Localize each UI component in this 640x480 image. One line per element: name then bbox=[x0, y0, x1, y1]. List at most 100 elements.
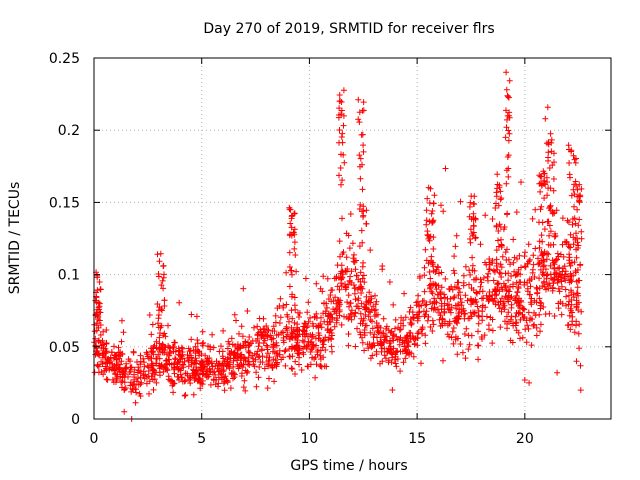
data-point bbox=[566, 254, 573, 261]
data-point bbox=[421, 264, 428, 271]
data-point bbox=[566, 160, 573, 166]
data-point bbox=[503, 288, 510, 294]
x-tick-label: 10 bbox=[301, 431, 319, 447]
data-point bbox=[351, 251, 357, 258]
data-point bbox=[505, 173, 512, 180]
data-point bbox=[181, 392, 188, 399]
data-point bbox=[544, 250, 550, 257]
data-point bbox=[288, 329, 295, 336]
data-point bbox=[385, 359, 392, 366]
data-point bbox=[520, 305, 527, 312]
data-point bbox=[146, 390, 152, 397]
x-tick-label: 5 bbox=[197, 431, 206, 447]
data-point bbox=[122, 365, 129, 372]
data-point bbox=[363, 293, 370, 300]
data-point bbox=[144, 351, 151, 357]
data-point bbox=[578, 308, 585, 315]
data-point bbox=[427, 324, 434, 330]
data-point bbox=[238, 361, 245, 368]
data-point bbox=[355, 276, 362, 283]
data-point bbox=[137, 381, 144, 388]
data-point bbox=[345, 232, 352, 239]
data-point bbox=[337, 297, 344, 304]
data-point bbox=[346, 278, 353, 285]
data-point bbox=[208, 360, 215, 367]
data-point bbox=[502, 134, 509, 141]
data-point bbox=[112, 370, 119, 377]
data-point bbox=[278, 356, 285, 363]
data-point bbox=[308, 346, 315, 353]
data-point bbox=[326, 318, 333, 325]
data-point bbox=[521, 263, 528, 270]
data-point bbox=[438, 284, 445, 291]
data-point bbox=[143, 380, 150, 387]
data-point bbox=[572, 178, 579, 185]
data-point bbox=[429, 208, 436, 214]
data-point bbox=[111, 367, 117, 374]
data-point bbox=[334, 262, 341, 269]
data-point bbox=[558, 311, 565, 318]
data-point bbox=[312, 354, 319, 361]
data-point bbox=[371, 313, 378, 320]
data-point bbox=[199, 377, 206, 384]
data-point bbox=[371, 307, 378, 314]
data-point bbox=[498, 308, 505, 315]
data-point bbox=[359, 334, 365, 341]
data-point bbox=[493, 223, 500, 230]
data-point bbox=[503, 107, 509, 114]
data-point bbox=[547, 207, 554, 214]
data-point bbox=[555, 273, 562, 280]
data-point bbox=[313, 310, 320, 317]
data-point bbox=[571, 329, 578, 336]
data-point bbox=[375, 329, 382, 336]
data-point bbox=[457, 341, 464, 347]
data-point bbox=[351, 290, 358, 297]
data-point bbox=[191, 375, 198, 382]
data-point bbox=[430, 234, 437, 241]
data-point bbox=[493, 189, 500, 196]
data-point bbox=[269, 364, 276, 371]
data-point bbox=[284, 313, 291, 320]
data-point bbox=[280, 337, 287, 344]
data-point bbox=[515, 283, 522, 290]
data-point bbox=[499, 253, 506, 260]
data-point bbox=[128, 388, 135, 395]
data-point bbox=[390, 331, 397, 338]
data-point bbox=[575, 222, 582, 229]
data-point bbox=[571, 203, 577, 210]
data-point bbox=[154, 251, 161, 258]
data-point bbox=[194, 370, 201, 377]
data-point bbox=[576, 321, 583, 328]
data-point bbox=[133, 378, 140, 385]
x-axis-label: GPS time / hours bbox=[290, 458, 407, 474]
data-point bbox=[364, 341, 371, 348]
data-point bbox=[202, 352, 209, 359]
data-point bbox=[430, 200, 437, 207]
data-point bbox=[430, 246, 437, 252]
data-point bbox=[542, 266, 549, 273]
data-point bbox=[498, 236, 504, 243]
data-point bbox=[233, 317, 239, 324]
data-point bbox=[379, 266, 386, 273]
data-point bbox=[479, 317, 486, 324]
data-point bbox=[93, 345, 100, 352]
data-point bbox=[531, 297, 538, 304]
data-point bbox=[365, 308, 372, 315]
data-point bbox=[119, 351, 126, 358]
data-point bbox=[357, 329, 363, 336]
data-point bbox=[96, 337, 102, 344]
data-point bbox=[230, 363, 237, 370]
x-tick-label: 20 bbox=[516, 431, 534, 447]
data-point bbox=[529, 266, 536, 273]
data-point bbox=[287, 353, 293, 360]
data-point bbox=[489, 316, 496, 323]
data-point bbox=[447, 295, 454, 302]
data-point bbox=[286, 264, 293, 270]
data-point bbox=[130, 349, 137, 356]
data-point bbox=[281, 348, 288, 355]
data-point bbox=[186, 376, 192, 383]
data-point bbox=[369, 352, 376, 359]
data-point bbox=[205, 343, 211, 349]
data-point bbox=[489, 327, 496, 334]
data-point bbox=[565, 241, 572, 248]
